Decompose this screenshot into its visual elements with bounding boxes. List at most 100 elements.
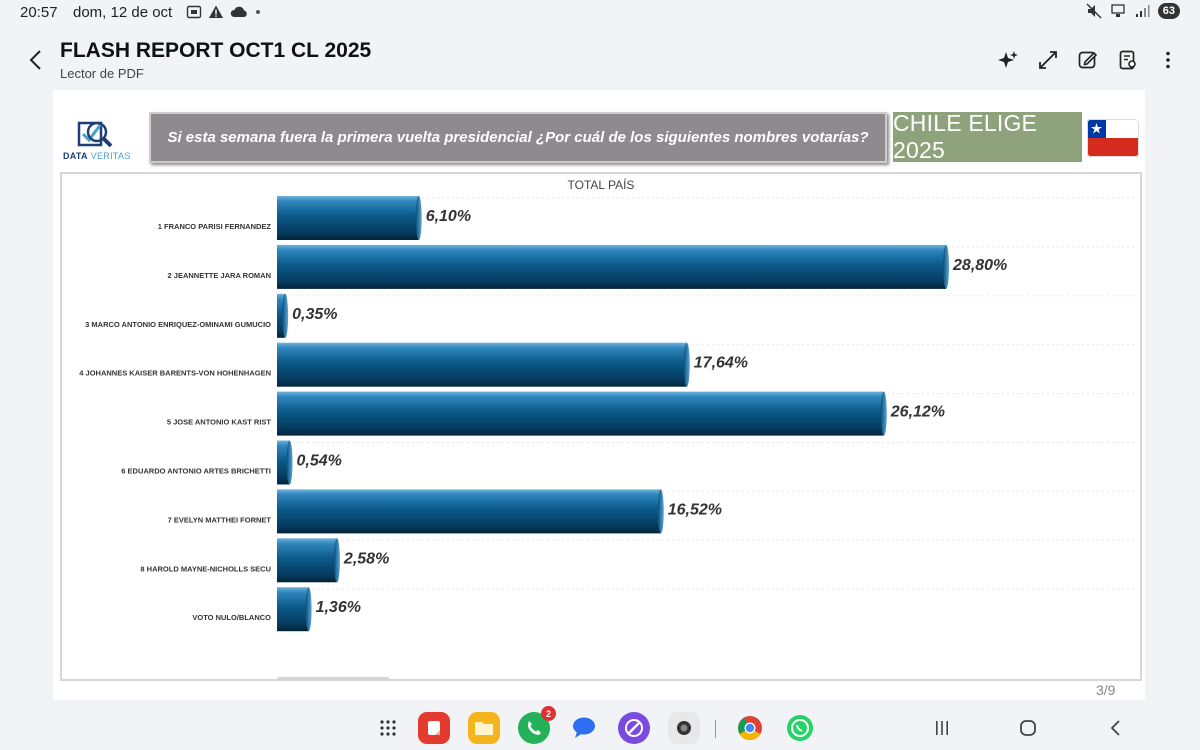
expand-icon [1039, 51, 1057, 69]
status-right: 63 [1086, 3, 1180, 19]
status-bar: 20:57 dom, 12 de oct 63 [0, 0, 1200, 26]
doc-search-button[interactable] [1116, 48, 1140, 72]
doc-search-icon [1119, 50, 1136, 70]
category-label: 2 JEANNETTE JARA ROMAN [168, 271, 271, 280]
bar-cap [415, 196, 422, 240]
chrome-app-button[interactable] [734, 712, 766, 744]
chevron-left-icon [29, 50, 41, 70]
more-icon [1166, 51, 1170, 69]
notes-app-button[interactable] [418, 712, 450, 744]
recents-nav-button[interactable] [930, 716, 954, 740]
value-label: 28,80% [952, 257, 1007, 274]
whatsapp-app-button[interactable] [784, 712, 816, 744]
brand-banner: CHILE ELIGE 2025 [893, 110, 1082, 163]
screenshot-icon [186, 5, 202, 19]
cloud-icon [230, 6, 247, 17]
home-nav-icon [1020, 720, 1036, 736]
recents-nav-icon [936, 721, 948, 735]
camera-app-icon [677, 721, 691, 735]
back-nav-button[interactable] [1104, 716, 1128, 740]
status-icons [186, 4, 262, 20]
expand-button[interactable] [1036, 48, 1060, 72]
value-label: 17,64% [694, 355, 748, 372]
value-label: 1,36% [316, 599, 361, 616]
sparkle-icon [998, 51, 1018, 68]
notes-app-icon [428, 721, 440, 735]
category-label: 5 JOSE ANTONIO KAST RIST [167, 418, 272, 427]
value-label: 2,58% [343, 550, 389, 567]
camera-app-button[interactable] [668, 712, 700, 744]
apps-grid-button[interactable] [372, 712, 404, 744]
browser-app-button[interactable] [618, 712, 650, 744]
value-label: 0,35% [292, 306, 337, 323]
category-label: VOTO NULO/BLANCO [192, 613, 271, 622]
phone-app-icon [528, 721, 541, 735]
dock-divider [715, 720, 716, 738]
sparkle-button[interactable] [996, 48, 1020, 72]
question-banner: Si esta semana fuera la primera vuelta p… [149, 112, 887, 163]
apps-grid-icon [380, 720, 396, 736]
bar-cap [657, 489, 664, 534]
whatsapp-app-icon [787, 715, 813, 741]
chart-frame: TOTAL PAÍS 1 FRANCO PARISI FERNANDEZ 6,10… [60, 172, 1142, 681]
bar [277, 489, 661, 534]
bar [277, 391, 884, 436]
value-label: 6,10% [426, 208, 471, 225]
bar [277, 244, 947, 289]
bar-cap [305, 587, 312, 632]
category-label: 3 MARCO ANTONIO ENRIQUEZ-OMINAMI GUMUCIO [85, 320, 271, 329]
toolbar [996, 48, 1180, 72]
bar-cap [880, 391, 887, 436]
category-label: 6 EDUARDO ANTONIO ARTES BRICHETTI [121, 467, 271, 476]
question-text: Si esta semana fuera la primera vuelta p… [167, 129, 869, 146]
edit-button[interactable] [1076, 48, 1100, 72]
edit-icon [1078, 51, 1098, 69]
bar-cap [943, 244, 950, 289]
bar-cap [286, 440, 293, 485]
signal-icon [1135, 5, 1150, 17]
brand-text: CHILE ELIGE 2025 [893, 110, 1038, 163]
pdf-page: DATA VERITAS Si esta semana fuera la pri… [53, 90, 1145, 700]
dock: 2 [0, 704, 1200, 750]
app-subtitle: Lector de PDF [60, 66, 144, 81]
chile-flag-icon [1087, 119, 1139, 157]
battery-icon: 63 [1157, 3, 1180, 19]
warning-icon [209, 5, 223, 18]
document-title: FLASH REPORT OCT1 CL 2025 [60, 39, 372, 62]
bar-cap [282, 293, 289, 338]
chrome-app-icon [738, 716, 762, 741]
bar [277, 440, 290, 485]
bar-cap [333, 538, 340, 583]
messages-app-button[interactable] [568, 712, 600, 744]
back-button[interactable] [22, 46, 50, 74]
category-label: 4 JOHANNES KAISER BARENTS-VON HOHENHAGEN [79, 369, 271, 378]
more-button[interactable] [1156, 48, 1180, 72]
bar [277, 587, 309, 632]
logo-text: DATA VERITAS [63, 151, 131, 161]
back-nav-icon [1110, 720, 1120, 736]
horizontal-scrollbar[interactable] [277, 677, 389, 681]
data-veritas-logo [77, 121, 113, 148]
value-label: 0,54% [297, 453, 342, 470]
value-label: 16,52% [668, 501, 722, 518]
app-bar: FLASH REPORT OCT1 CL 2025 Lector de PDF [0, 30, 1200, 88]
bar [277, 538, 337, 583]
wifi-icon [1111, 4, 1125, 17]
home-nav-button[interactable] [1016, 716, 1040, 740]
files-app-button[interactable] [468, 712, 500, 744]
bar [277, 293, 286, 338]
category-label: 1 FRANCO PARISI FERNANDEZ [158, 222, 272, 231]
messages-app-icon [573, 717, 595, 738]
status-date: dom, 12 de oct [73, 4, 173, 21]
mute-icon [1086, 3, 1102, 19]
category-label: 7 EVELYN MATTHEI FORNET [168, 515, 272, 524]
bar [277, 196, 419, 240]
bar [277, 342, 687, 387]
files-app-icon [475, 722, 493, 735]
chart-title: TOTAL PAÍS [568, 177, 635, 192]
phone-app-button[interactable]: 2 [518, 706, 556, 744]
dot-icon [256, 10, 260, 14]
missed-calls-badge: 2 [541, 706, 556, 721]
category-label: 8 HAROLD MAYNE-NICHOLLS SECU [140, 564, 271, 573]
status-time: 20:57 [20, 4, 58, 21]
